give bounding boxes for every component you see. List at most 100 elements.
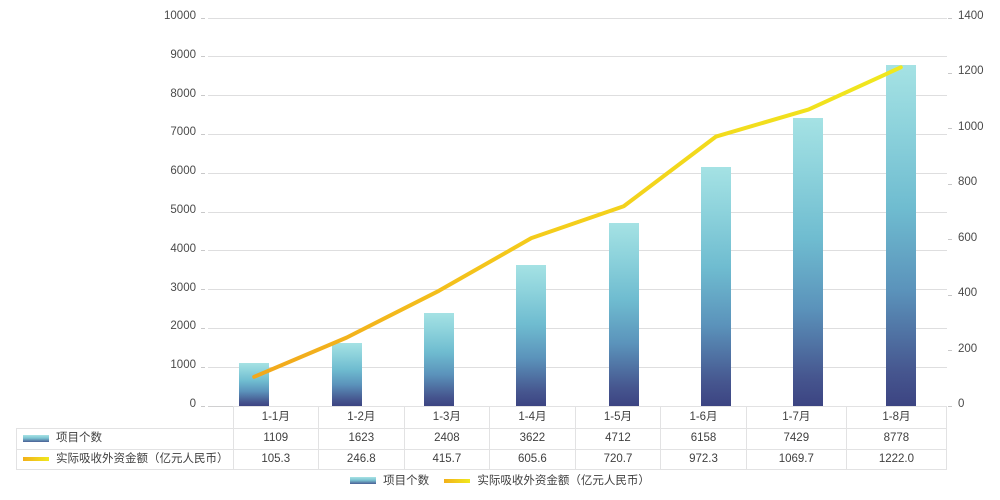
right-axis-tick-mark [948,17,952,19]
right-axis-tick-label: 1000 [958,120,984,133]
table-cell: 720.7 [574,448,662,471]
table-cell: 4712 [574,428,662,450]
table-column-header: 1-7月 [745,406,847,429]
table-cell: 1069.7 [745,448,847,471]
bar-swatch-icon [23,435,49,442]
table-cell: 8778 [845,428,948,450]
right-axis-tick-label: 400 [958,287,978,300]
left-axis-tick-label: 2000 [170,320,196,333]
left-axis-tick-mark [201,95,205,97]
left-axis-tick-mark [201,17,205,19]
left-axis-tick-label: 10000 [164,10,196,22]
table-row-header: 项目个数 [16,428,234,450]
right-axis-tick-mark [948,128,952,130]
right-axis-tick-mark [948,239,952,241]
plot-area [208,17,947,407]
table-cell: 605.6 [489,448,576,471]
line-swatch-icon [444,478,471,483]
gridline [208,172,947,174]
left-axis-tick-label: 0 [189,398,196,410]
bar [423,312,454,406]
left-axis-tick-label: 5000 [170,204,196,216]
legend-item-line[interactable]: 实际吸收外资金额（亿元人民币） [444,472,650,488]
table-cell: 105.3 [232,448,320,471]
left-axis-tick-label: 6000 [170,165,196,178]
gridline [208,366,947,368]
bar [701,167,732,406]
gridline [208,17,947,19]
table-cell: 7429 [745,428,847,450]
table-header-row: 1-1月 1-2月 1-3月 1-4月 1-5月 1-6月 1-7月 1-8月 [17,406,948,429]
bar [608,223,639,406]
right-axis-tick-label: 0 [958,398,965,410]
table-column-header: 1-6月 [660,406,747,429]
left-axis-tick-mark [201,366,205,368]
bar [331,343,362,406]
table-cell: 3622 [489,428,576,450]
left-axis-tick-mark [201,133,205,135]
right-axis-tick-label: 600 [958,231,978,244]
table-row-label: 项目个数 [56,432,102,444]
gridline [208,95,947,97]
right-axis-tick-label: 1200 [958,65,984,78]
table-cell: 1623 [318,428,405,450]
left-axis-tick-mark [201,405,205,407]
legend-item-bar[interactable]: 项目个数 [350,472,429,488]
right-axis-tick-mark [948,72,952,74]
right-axis-tick-mark [948,183,952,185]
right-axis-tick-label: 800 [958,176,978,189]
gridline [208,133,947,135]
left-axis-tick-mark [201,56,205,58]
table-column-header: 1-8月 [845,406,948,429]
bar [516,265,547,406]
right-axis-tick-label: 200 [958,342,978,355]
table-cell: 1222.0 [845,448,948,471]
table-column-header: 1-4月 [489,406,576,429]
table-cell: 246.8 [318,448,405,471]
table-cell: 972.3 [660,448,747,471]
left-axis-tick-mark [201,289,205,291]
left-axis-tick-mark [201,172,205,174]
legend-label-line: 实际吸收外资金额（亿元人民币） [477,475,650,487]
bar [239,362,270,406]
left-axis-tick-mark [201,327,205,329]
left-axis-tick-label: 4000 [170,242,196,255]
left-axis-tick-mark [201,211,205,213]
left-axis-tick-label: 7000 [170,126,196,139]
gridline [208,250,947,252]
left-axis-tick-label: 3000 [170,281,196,294]
right-axis-tick-mark [948,294,952,296]
gridline [208,327,947,329]
table-row: 项目个数 1109 1623 2408 3622 4712 6158 7429 8778 [16,428,948,450]
table-corner-cell [17,407,234,429]
left-axis-tick-label: 1000 [170,359,196,372]
table-row-header: 实际吸收外资金额（亿元人民币） [16,448,234,471]
table-row: 实际吸收外资金额（亿元人民币） 105.3 246.8 415.7 605.6 720.7… [16,448,948,471]
data-table: 1-1月 1-2月 1-3月 1-4月 1-5月 1-6月 1-7月 1-8月项目个数 1109… [16,406,948,471]
table-column-header: 1-3月 [403,406,491,429]
left-axis-tick-mark [201,250,205,252]
gridline [208,211,947,213]
left-axis-tick-label: 9000 [170,48,196,61]
table-cell: 1109 [232,428,320,450]
bar [793,117,824,406]
right-axis-tick-label: 1400 [958,10,984,22]
table-row-label: 实际吸收外资金额（亿元人民币） [56,452,229,465]
table-column-header: 1-2月 [318,406,405,429]
line-swatch-icon [23,457,49,462]
table-column-header: 1-1月 [232,406,320,429]
table-cell: 415.7 [403,448,491,471]
right-axis-tick-mark [948,350,952,352]
gridline [208,289,947,291]
table-cell: 6158 [660,428,747,450]
gridline [208,56,947,58]
table-cell: 2408 [403,428,491,450]
left-axis-tick-label: 8000 [170,87,196,100]
chart-legend: 项目个数 实际吸收外资金额（亿元人民币） [0,472,1000,488]
legend-label-bar: 项目个数 [383,475,430,487]
table-column-header: 1-5月 [574,406,662,429]
bar [885,65,916,406]
right-axis-tick-mark [948,405,952,407]
bar-swatch-icon [350,477,377,485]
